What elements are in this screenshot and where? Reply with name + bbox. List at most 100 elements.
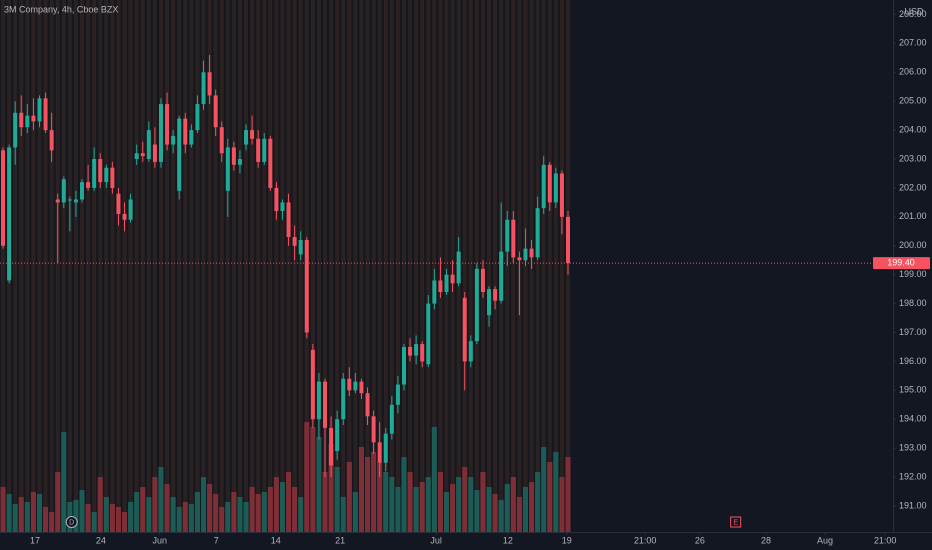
y-tick-label: 194.00 [899,414,927,424]
volume-bar [261,492,267,532]
annotation-label: D [69,519,74,526]
volume-bar [85,504,91,532]
candle-body [395,384,400,405]
candle-body [140,153,145,157]
candle-body [31,115,36,122]
session-band [535,0,540,532]
y-tick-label: 203.00 [899,153,927,163]
currency-label: USD [904,6,924,16]
candle-body [547,164,552,203]
session-band [341,0,346,532]
candle-body [347,378,352,391]
candle-body [219,127,224,154]
volume-bar [352,492,358,532]
volume-bar [18,497,24,532]
session-band [401,0,407,532]
volume-bar [358,447,364,532]
volume-bar [255,494,261,532]
session-band [158,0,164,532]
session-band [13,0,18,532]
x-tick-label: Jun [153,535,168,545]
volume-bar [419,482,425,532]
session-band [201,0,206,532]
volume-bar [516,497,522,532]
x-tick-label: 14 [271,535,281,545]
candle-body [80,182,85,200]
x-tick-label: 28 [761,535,771,545]
volume-pane [0,422,571,532]
session-band [213,0,218,532]
candle-body [329,427,334,466]
session-band [98,0,103,532]
volume-bar [73,500,79,532]
volume-bar [522,487,529,532]
volume-bar [213,494,219,532]
y-tick-label: 198.00 [899,298,927,308]
volume-bar [395,487,401,532]
candle-body [316,381,321,420]
candle-body [438,280,443,293]
volume-bar [529,482,535,532]
session-band [547,0,552,532]
session-band [292,0,297,532]
candle-body [73,199,78,203]
volume-bar [389,477,395,532]
candle-body [359,381,364,394]
volume-bar [219,507,225,532]
volume-bar [182,502,188,532]
y-tick-label: 197.00 [899,327,927,337]
candle-body [468,341,473,362]
volume-bar [200,477,207,532]
volume-bar [510,477,516,532]
session-band [225,0,230,532]
candle-body [335,419,340,452]
volume-bar [456,477,462,532]
session-band [256,0,261,532]
volume-bar [480,472,486,532]
y-tick-label: 191.00 [899,500,927,510]
volume-bar [474,490,480,532]
candle-body [171,135,176,145]
y-tick-label: 204.00 [899,124,927,134]
volume-bar [334,467,340,532]
session-band [43,0,48,532]
candle-body [450,274,455,284]
volume-bar [377,462,383,532]
candle-body [104,167,109,183]
volume-bar [207,484,213,532]
volume-bar [346,462,352,532]
volume-bar [535,472,541,532]
session-band [219,0,224,532]
volume-bar [267,487,273,532]
candle-body [408,346,413,356]
candle-body [353,381,358,391]
candle-body [487,289,492,316]
session-band [73,0,78,532]
volume-bar [134,492,140,532]
session-band [140,0,145,532]
annotation-marker [65,516,78,528]
volume-bar [328,444,334,532]
candle-body [274,187,279,212]
volume-bar [12,504,18,532]
session-band [262,0,267,532]
volume-bar [547,462,553,532]
candle-body [553,173,558,203]
session-band [353,0,358,532]
session-band [134,0,139,532]
volume-bar [128,502,134,532]
volume-bar [431,427,437,532]
candle-body [55,199,60,203]
session-band [493,0,498,532]
y-tick-label: 208.00 [899,9,927,19]
candle-body [43,98,48,131]
volume-bar [170,497,176,532]
session-band [420,0,425,532]
x-tick-label: 21 [335,535,345,545]
session-band [365,0,370,532]
candle-body [13,112,18,148]
candle-body [493,289,498,301]
session-band [371,0,376,532]
